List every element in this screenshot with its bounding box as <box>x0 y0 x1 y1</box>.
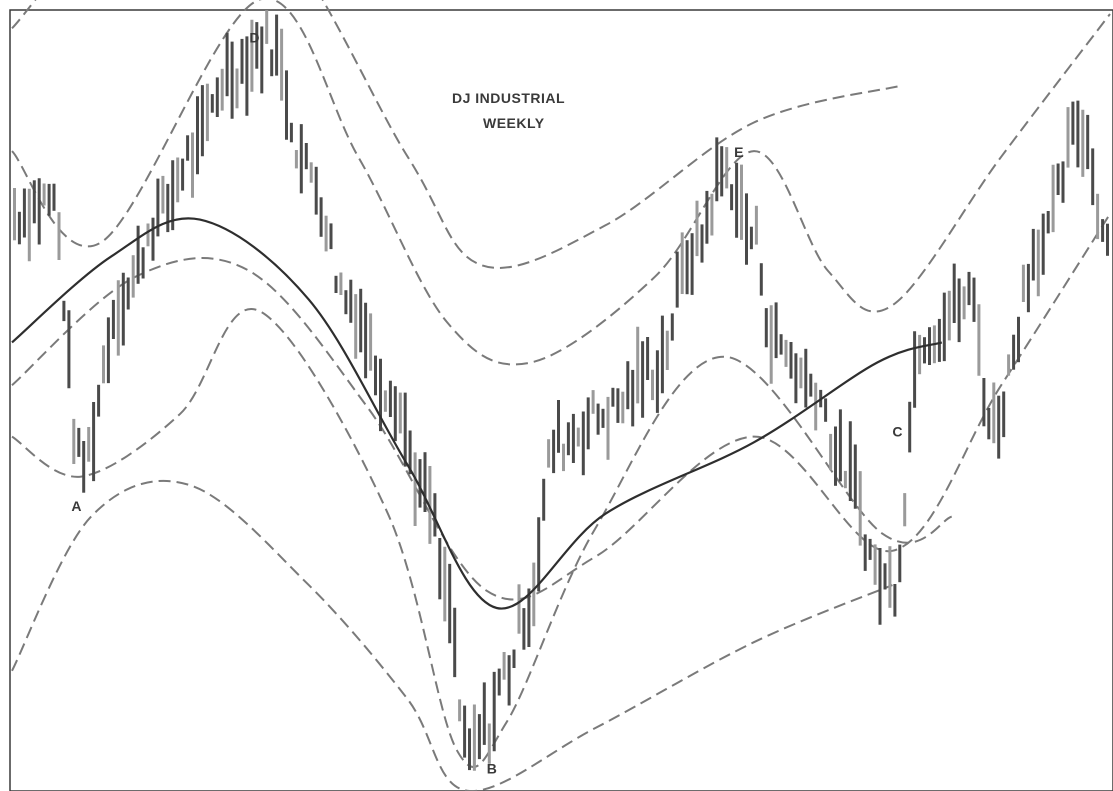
envelope-line-4 <box>11 308 953 768</box>
envelope-line-3 <box>11 213 1111 601</box>
chart-subtitle: WEEKLY <box>483 115 545 131</box>
envelope-line-5 <box>11 479 893 791</box>
point-label-c: C <box>892 424 902 440</box>
chart-frame <box>9 9 1113 791</box>
price-bars-layer <box>13 10 1109 771</box>
envelope-line-2 <box>11 0 1111 366</box>
point-label-e: E <box>734 144 743 160</box>
trend-line-1 <box>11 217 943 610</box>
point-label-d: D <box>249 30 259 46</box>
point-label-b: B <box>487 761 497 777</box>
chart-title: DJ INDUSTRIAL <box>452 90 565 106</box>
envelope-layer <box>11 0 1111 791</box>
envelope-line-1 <box>11 0 903 269</box>
point-labels-layer: D E A B C <box>71 30 902 777</box>
point-label-a: A <box>71 498 81 514</box>
trendline-layer <box>11 217 943 610</box>
